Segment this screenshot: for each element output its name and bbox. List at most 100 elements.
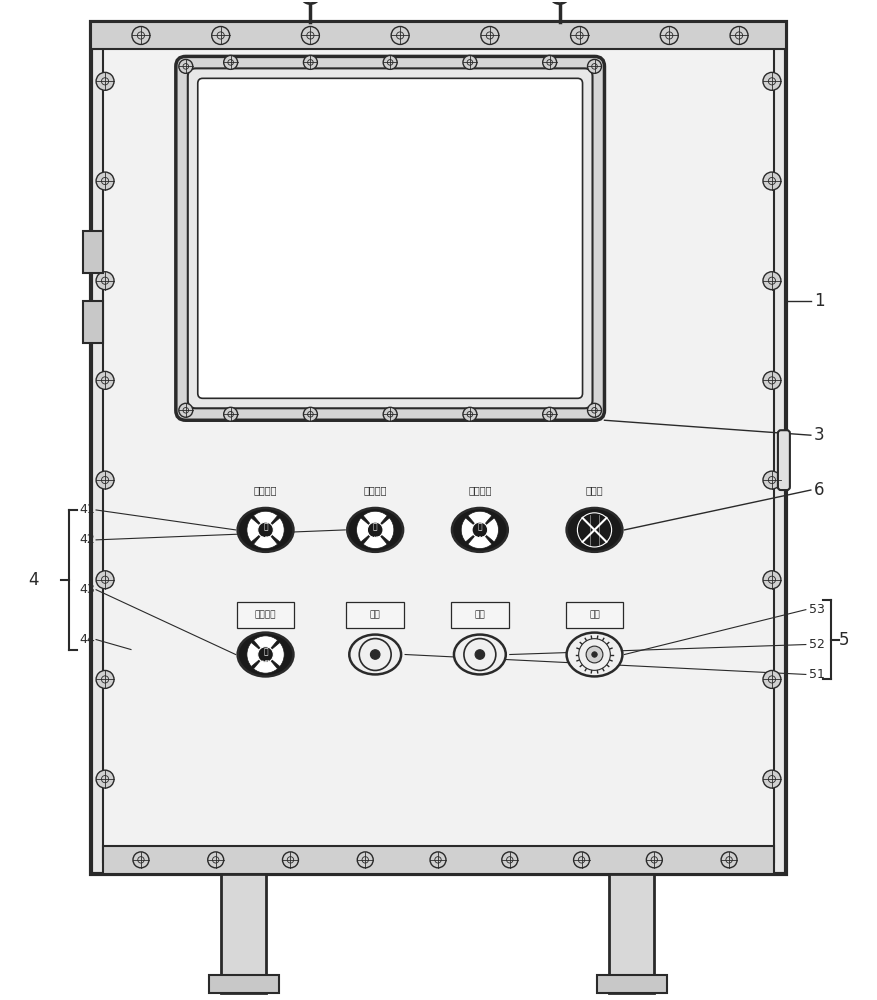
Text: 51: 51 xyxy=(809,668,824,681)
Text: 料仓指示: 料仓指示 xyxy=(255,610,276,619)
Circle shape xyxy=(571,27,588,44)
Circle shape xyxy=(467,60,473,65)
Circle shape xyxy=(224,55,238,69)
Circle shape xyxy=(588,403,602,417)
Ellipse shape xyxy=(452,508,508,552)
Text: 5: 5 xyxy=(838,631,849,649)
Wedge shape xyxy=(253,511,277,530)
Wedge shape xyxy=(253,530,277,549)
Wedge shape xyxy=(468,530,492,549)
FancyBboxPatch shape xyxy=(778,430,790,490)
Circle shape xyxy=(228,411,233,417)
Circle shape xyxy=(768,78,775,85)
Circle shape xyxy=(730,27,748,44)
Text: 41: 41 xyxy=(79,503,95,516)
Text: 1: 1 xyxy=(814,292,824,310)
Circle shape xyxy=(592,64,597,69)
Text: 1#料仓: 1#料仓 xyxy=(415,103,437,112)
Text: 进风口压力显示: 进风口压力显示 xyxy=(245,103,280,112)
Circle shape xyxy=(577,513,611,547)
Circle shape xyxy=(543,407,557,421)
Circle shape xyxy=(102,676,109,683)
Text: 蜂鸣器: 蜂鸣器 xyxy=(586,485,603,495)
Circle shape xyxy=(217,32,225,39)
Circle shape xyxy=(535,275,571,311)
Circle shape xyxy=(768,576,775,583)
Circle shape xyxy=(360,639,391,670)
Bar xyxy=(91,22,786,874)
Bar xyxy=(91,22,786,49)
Text: HR: HR xyxy=(261,536,270,541)
Text: 52: 52 xyxy=(809,638,824,651)
Circle shape xyxy=(576,32,583,39)
Circle shape xyxy=(768,377,775,384)
Wedge shape xyxy=(247,643,266,666)
Circle shape xyxy=(102,776,109,783)
Circle shape xyxy=(574,852,589,868)
Circle shape xyxy=(768,676,775,683)
Bar xyxy=(83,301,103,343)
Wedge shape xyxy=(363,511,387,530)
Circle shape xyxy=(102,277,109,284)
Wedge shape xyxy=(461,518,480,542)
Bar xyxy=(367,251,435,279)
Bar xyxy=(221,874,266,993)
Bar xyxy=(237,602,295,628)
Circle shape xyxy=(301,0,320,4)
Circle shape xyxy=(282,852,298,868)
Circle shape xyxy=(383,55,397,69)
Text: HG: HG xyxy=(370,536,380,541)
Circle shape xyxy=(388,411,393,417)
Circle shape xyxy=(208,852,224,868)
Wedge shape xyxy=(480,518,498,542)
Bar xyxy=(320,93,389,121)
Circle shape xyxy=(383,407,397,421)
Circle shape xyxy=(768,476,775,484)
Circle shape xyxy=(308,60,313,65)
Bar xyxy=(213,169,357,279)
Bar xyxy=(451,602,509,628)
Circle shape xyxy=(179,403,193,417)
Circle shape xyxy=(183,64,189,69)
Circle shape xyxy=(132,27,150,44)
Circle shape xyxy=(543,55,557,69)
Bar xyxy=(367,169,435,197)
Circle shape xyxy=(768,277,775,284)
Text: 风速: 风速 xyxy=(547,169,558,178)
Circle shape xyxy=(550,0,569,4)
Circle shape xyxy=(763,72,781,90)
Text: 43: 43 xyxy=(79,583,95,596)
Bar xyxy=(209,975,279,993)
Circle shape xyxy=(535,155,571,191)
Circle shape xyxy=(507,857,513,863)
Wedge shape xyxy=(468,511,492,530)
Text: 44: 44 xyxy=(79,633,95,646)
Text: 2#料仓: 2#料仓 xyxy=(343,141,366,150)
Circle shape xyxy=(578,857,585,863)
Text: 3: 3 xyxy=(814,426,824,444)
Circle shape xyxy=(472,522,488,538)
Circle shape xyxy=(228,60,233,65)
Circle shape xyxy=(660,27,678,44)
Text: 启动: 启动 xyxy=(370,610,381,619)
Ellipse shape xyxy=(347,508,403,552)
Circle shape xyxy=(586,646,602,663)
Circle shape xyxy=(592,407,597,413)
Ellipse shape xyxy=(454,635,506,674)
Wedge shape xyxy=(357,518,375,542)
Text: 黄: 黄 xyxy=(478,523,482,532)
Circle shape xyxy=(726,857,732,863)
FancyBboxPatch shape xyxy=(188,68,593,408)
Circle shape xyxy=(502,852,517,868)
Bar xyxy=(83,231,103,273)
Bar xyxy=(103,846,774,874)
Bar xyxy=(213,131,312,159)
Circle shape xyxy=(396,32,403,39)
Circle shape xyxy=(96,471,114,489)
Text: 湿度显示: 湿度显示 xyxy=(345,103,364,112)
Ellipse shape xyxy=(238,508,294,552)
Ellipse shape xyxy=(567,633,623,676)
Ellipse shape xyxy=(567,508,623,552)
FancyBboxPatch shape xyxy=(175,56,604,420)
Wedge shape xyxy=(375,518,394,542)
